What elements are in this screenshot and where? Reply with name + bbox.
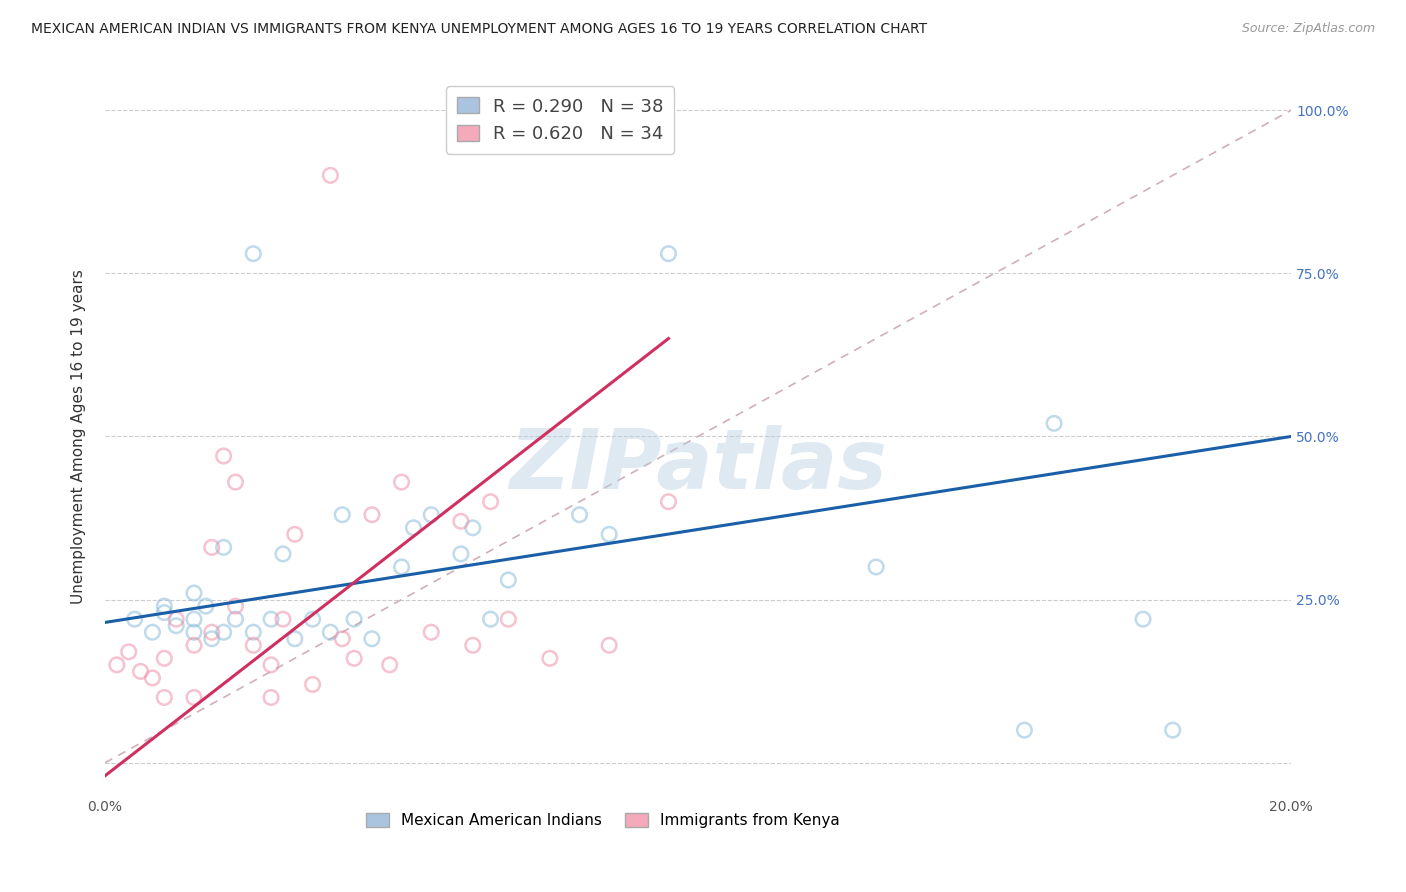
Point (201, 632, 224, 646)
Point (1043, 417, 1066, 431)
Point (165, 618, 187, 632)
Point (420, 625, 443, 640)
Point (194, 599, 217, 614)
Point (183, 612, 205, 626)
Point (402, 521, 425, 535)
Point (598, 527, 620, 541)
Y-axis label: Unemployment Among Ages 16 to 19 years: Unemployment Among Ages 16 to 19 years (72, 269, 86, 604)
Point (224, 612, 246, 626)
Point (319, 169, 342, 183)
Text: Source: ZipAtlas.com: Source: ZipAtlas.com (1241, 22, 1375, 36)
Point (271, 612, 294, 626)
Point (330, 632, 353, 646)
Point (153, 599, 176, 614)
Point (212, 449, 235, 463)
Legend: Mexican American Indians, Immigrants from Kenya: Mexican American Indians, Immigrants fro… (360, 807, 846, 834)
Point (105, 657, 128, 672)
Point (598, 638, 620, 652)
Point (450, 547, 472, 561)
Point (129, 665, 152, 679)
Point (361, 632, 384, 646)
Point (242, 246, 264, 260)
Point (865, 560, 887, 574)
Point (301, 612, 323, 626)
Point (391, 475, 413, 489)
Point (284, 527, 307, 541)
Point (224, 599, 246, 614)
Point (391, 560, 413, 574)
Point (183, 586, 205, 600)
Point (1014, 723, 1036, 738)
Point (498, 612, 520, 626)
Point (378, 657, 401, 672)
Point (319, 625, 342, 640)
Point (343, 612, 366, 626)
Point (301, 677, 323, 691)
Point (183, 638, 205, 652)
Point (141, 625, 163, 640)
Point (330, 508, 353, 522)
Point (461, 638, 484, 652)
Point (260, 657, 283, 672)
Point (498, 573, 520, 587)
Point (538, 651, 561, 665)
Point (118, 645, 141, 659)
Point (141, 671, 163, 685)
Text: ZIPatlas: ZIPatlas (509, 425, 887, 506)
Point (212, 541, 235, 555)
Point (657, 246, 679, 260)
Point (260, 690, 283, 705)
Point (568, 508, 591, 522)
Point (450, 514, 472, 528)
Point (212, 625, 235, 640)
Point (153, 651, 176, 665)
Text: MEXICAN AMERICAN INDIAN VS IMMIGRANTS FROM KENYA UNEMPLOYMENT AMONG AGES 16 TO 1: MEXICAN AMERICAN INDIAN VS IMMIGRANTS FR… (31, 22, 927, 37)
Point (224, 475, 246, 489)
Point (201, 541, 224, 555)
Point (242, 625, 264, 640)
Point (153, 606, 176, 620)
Point (479, 494, 502, 508)
Point (153, 690, 176, 705)
Point (271, 547, 294, 561)
Point (1161, 723, 1184, 738)
Point (657, 494, 679, 508)
Point (165, 612, 187, 626)
Point (343, 651, 366, 665)
Point (242, 638, 264, 652)
Point (461, 521, 484, 535)
Point (420, 508, 443, 522)
Point (201, 625, 224, 640)
Point (1132, 612, 1154, 626)
Point (183, 690, 205, 705)
Point (260, 612, 283, 626)
Point (479, 612, 502, 626)
Point (361, 508, 384, 522)
Point (124, 612, 146, 626)
Point (284, 632, 307, 646)
Point (183, 625, 205, 640)
